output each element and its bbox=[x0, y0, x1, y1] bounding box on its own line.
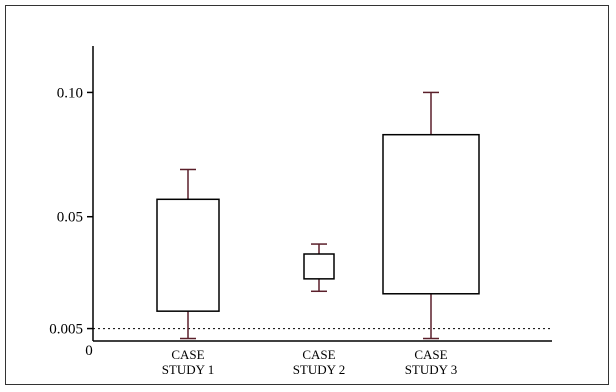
box bbox=[157, 199, 219, 311]
box-group bbox=[304, 244, 334, 291]
y-tick-label: 0.05 bbox=[57, 210, 83, 226]
category-label-line1: CASE bbox=[302, 347, 335, 362]
y-tick-label: 0.10 bbox=[57, 85, 83, 101]
y-ticks: 0.005 0.05 0.10 bbox=[49, 85, 93, 337]
axes: 0 bbox=[85, 46, 552, 359]
boxes bbox=[157, 92, 479, 338]
origin-label: 0 bbox=[85, 343, 93, 359]
y-tick-label: 0.005 bbox=[49, 322, 83, 338]
category-label-line2: STUDY 2 bbox=[293, 362, 346, 377]
category-label-line2: STUDY 1 bbox=[162, 362, 215, 377]
category-label-line1: CASE bbox=[414, 347, 447, 362]
box bbox=[383, 135, 479, 294]
category-label-line2: STUDY 3 bbox=[405, 362, 458, 377]
box-group bbox=[157, 169, 219, 338]
category-label-line1: CASE bbox=[171, 347, 204, 362]
box bbox=[304, 254, 334, 279]
box-group bbox=[383, 92, 479, 338]
